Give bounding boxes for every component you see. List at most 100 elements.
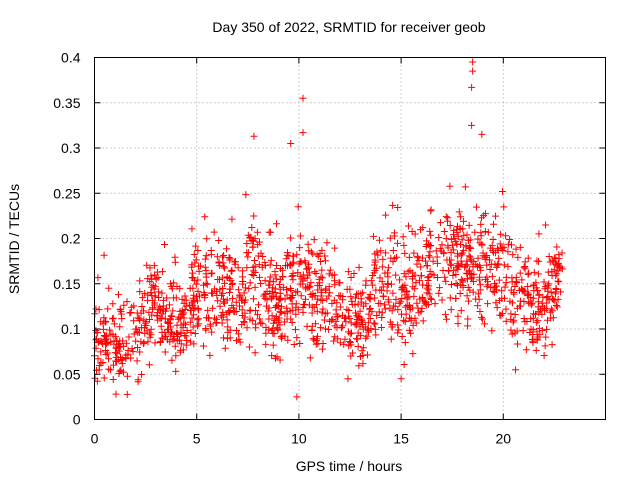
data-point bbox=[234, 264, 242, 272]
data-point bbox=[226, 285, 234, 293]
data-point bbox=[271, 303, 279, 311]
data-point bbox=[372, 286, 380, 294]
data-point bbox=[144, 338, 152, 346]
data-point bbox=[240, 289, 248, 297]
data-point bbox=[139, 294, 147, 302]
data-point bbox=[334, 335, 342, 343]
data-point bbox=[534, 333, 542, 341]
data-point bbox=[413, 299, 421, 307]
data-point bbox=[347, 341, 355, 349]
data-point bbox=[524, 270, 532, 278]
data-point bbox=[469, 288, 477, 296]
data-point bbox=[326, 317, 334, 325]
data-point bbox=[318, 274, 326, 282]
data-point bbox=[446, 222, 454, 230]
data-point bbox=[288, 319, 296, 327]
data-point bbox=[483, 283, 491, 291]
data-point bbox=[409, 269, 417, 277]
data-point bbox=[317, 273, 325, 281]
data-point bbox=[491, 260, 499, 268]
data-point bbox=[306, 354, 314, 362]
data-point bbox=[141, 289, 149, 297]
data-point bbox=[339, 296, 347, 304]
data-point bbox=[455, 208, 463, 216]
data-point bbox=[251, 257, 259, 265]
data-point bbox=[447, 260, 455, 268]
axis-tick-labels: 0 0.05 0.1 0.15 0.2 0.25 0.3 0.35 0.4 0 5 10 15 20 bbox=[53, 50, 511, 447]
data-point bbox=[336, 339, 344, 347]
data-point bbox=[464, 322, 472, 330]
data-point bbox=[350, 270, 358, 278]
data-point bbox=[266, 273, 274, 281]
data-point bbox=[468, 83, 476, 91]
data-point bbox=[409, 350, 417, 358]
data-point bbox=[213, 291, 221, 299]
data-point bbox=[194, 276, 202, 284]
data-point bbox=[462, 262, 470, 270]
data-point bbox=[301, 274, 309, 282]
data-point bbox=[182, 332, 190, 340]
data-point bbox=[120, 301, 128, 309]
data-point bbox=[431, 300, 439, 308]
data-point bbox=[146, 333, 154, 341]
data-point bbox=[272, 315, 280, 323]
x-tick-label: 0 bbox=[91, 431, 99, 447]
data-point bbox=[304, 271, 312, 279]
data-point bbox=[530, 268, 538, 276]
data-point bbox=[516, 302, 524, 310]
data-point bbox=[402, 273, 410, 281]
data-point bbox=[102, 332, 110, 340]
data-point bbox=[312, 301, 320, 309]
data-point bbox=[372, 264, 380, 272]
data-point bbox=[130, 302, 138, 310]
data-point bbox=[218, 313, 226, 321]
data-point bbox=[235, 286, 243, 294]
data-point bbox=[466, 286, 474, 294]
data-point bbox=[221, 264, 229, 272]
y-tick-label: 0.05 bbox=[53, 366, 80, 382]
data-point bbox=[423, 262, 431, 270]
data-point bbox=[340, 340, 348, 348]
data-point bbox=[305, 260, 313, 268]
data-point bbox=[245, 285, 253, 293]
data-point bbox=[305, 284, 313, 292]
data-point bbox=[261, 258, 269, 266]
data-point bbox=[311, 268, 319, 276]
data-point bbox=[92, 344, 100, 352]
data-point bbox=[156, 306, 164, 314]
data-point bbox=[166, 280, 174, 288]
data-point bbox=[358, 347, 366, 355]
data-point bbox=[457, 257, 465, 265]
data-point bbox=[411, 230, 419, 238]
data-point bbox=[148, 275, 156, 283]
data-point bbox=[259, 253, 267, 261]
data-point bbox=[207, 247, 215, 255]
data-point bbox=[550, 266, 558, 274]
data-point bbox=[166, 319, 174, 327]
data-point bbox=[216, 302, 224, 310]
data-point bbox=[520, 314, 528, 322]
data-point bbox=[389, 201, 397, 209]
data-point bbox=[454, 252, 462, 260]
data-point bbox=[401, 249, 409, 257]
data-point bbox=[332, 306, 340, 314]
data-point bbox=[452, 279, 460, 287]
data-point bbox=[215, 236, 223, 244]
data-point bbox=[284, 249, 292, 257]
data-point bbox=[309, 250, 317, 258]
data-point bbox=[109, 314, 117, 322]
data-point bbox=[507, 315, 515, 323]
data-point bbox=[186, 318, 194, 326]
data-point bbox=[290, 341, 298, 349]
data-point bbox=[244, 253, 252, 261]
data-point bbox=[460, 217, 468, 225]
data-point bbox=[147, 288, 155, 296]
data-point bbox=[512, 245, 520, 253]
data-point bbox=[371, 256, 379, 264]
data-point bbox=[208, 269, 216, 277]
data-point bbox=[223, 310, 231, 318]
data-point bbox=[276, 308, 284, 316]
data-point bbox=[269, 292, 277, 300]
data-point bbox=[457, 307, 465, 315]
data-point bbox=[395, 299, 403, 307]
